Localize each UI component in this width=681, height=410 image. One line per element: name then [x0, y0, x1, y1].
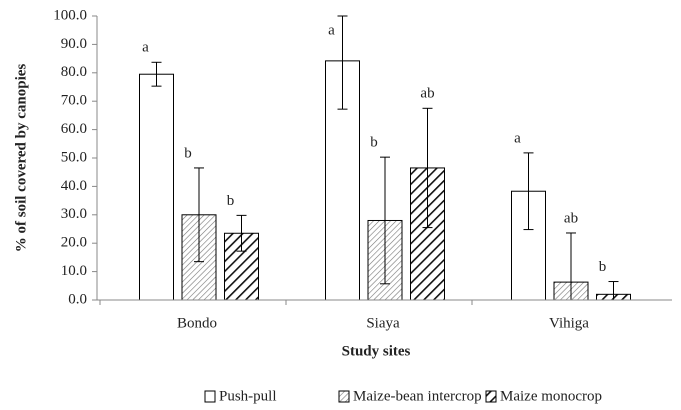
legend-swatch: [485, 390, 497, 403]
error-bar: [523, 152, 534, 231]
significance-label: b: [227, 193, 235, 209]
error-bar: [422, 107, 433, 229]
y-tick-label: 70.0: [61, 93, 87, 109]
legend-label: Maize monocrop: [500, 388, 602, 404]
legend-label: Maize-bean intercrop: [353, 388, 482, 404]
x-tick-label: Siaya: [366, 315, 400, 331]
error-bar: [380, 156, 390, 285]
significance-label: ab: [420, 86, 434, 102]
y-tick-label: 0.0: [68, 291, 87, 307]
significance-label: b: [370, 135, 378, 151]
legend-swatch: [338, 390, 350, 403]
significance-label: a: [328, 22, 335, 38]
legend-swatch: [204, 390, 216, 403]
significance-label: ab: [564, 210, 578, 226]
bar: [139, 73, 174, 301]
y-tick-label: 20.0: [61, 235, 87, 251]
legend-label: Push-pull: [219, 388, 277, 404]
error-bar: [337, 15, 348, 110]
y-tick-label: 80.0: [61, 64, 87, 80]
y-tick-label: 10.0: [61, 263, 87, 279]
x-tick-label: Vihiga: [549, 315, 589, 331]
y-tick-label: 90.0: [61, 36, 87, 52]
significance-label: b: [599, 259, 607, 275]
y-tick-label: 30.0: [61, 206, 87, 222]
error-bar: [151, 61, 162, 87]
x-tick-label: Bondo: [177, 315, 217, 331]
x-axis-title: Study sites: [342, 343, 411, 359]
y-tick-label: 100.0: [53, 7, 87, 23]
error-bar: [194, 167, 204, 263]
error-bar: [236, 214, 247, 252]
significance-label: a: [142, 40, 149, 56]
y-tick-label: 60.0: [61, 121, 87, 137]
y-axis-title: % of soil covered by canopies: [13, 64, 29, 253]
significance-label: a: [514, 130, 521, 146]
significance-label: b: [184, 145, 192, 161]
y-tick-label: 50.0: [61, 149, 87, 165]
y-tick-label: 40.0: [61, 178, 87, 194]
